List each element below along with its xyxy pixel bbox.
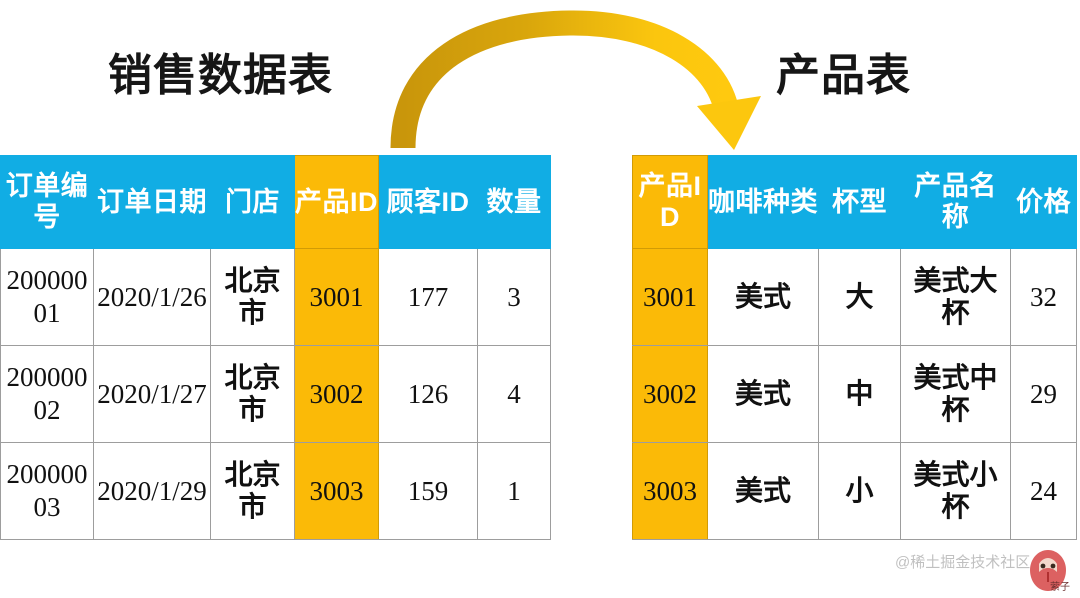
cell-order-no: 20000002 (0, 345, 94, 443)
cell-quantity: 3 (477, 248, 551, 346)
table-row: 3001 美式 大 美式大杯 32 (632, 248, 1077, 346)
col-header-order-no[interactable]: 订单编号 (0, 155, 94, 249)
col-header-order-date[interactable]: 订单日期 (93, 155, 211, 249)
col-header-price[interactable]: 价格 (1010, 155, 1077, 249)
cell-store: 北京市 (210, 442, 295, 540)
col-header-product-id[interactable]: 产品ID (632, 155, 708, 249)
cell-store: 北京市 (210, 248, 295, 346)
cell-coffee-type: 美式 (707, 345, 819, 443)
col-header-store[interactable]: 门店 (210, 155, 295, 249)
page-title-product-table: 产品表 (776, 51, 911, 100)
cell-customer-id: 177 (378, 248, 478, 346)
table-header-row: 产品ID 咖啡种类 杯型 产品名称 价格 (632, 155, 1077, 249)
cell-product-id: 3003 (294, 442, 379, 540)
cell-order-date: 2020/1/29 (93, 442, 211, 540)
page-title-sales-table: 销售数据表 (108, 51, 333, 100)
cell-quantity: 4 (477, 345, 551, 443)
cell-price: 29 (1010, 345, 1077, 443)
cell-product-name: 美式中杯 (900, 345, 1011, 443)
product-table: 产品ID 咖啡种类 杯型 产品名称 价格 3001 美式 大 美式大杯 32 3… (632, 155, 1077, 540)
col-header-product-id[interactable]: 产品ID (294, 155, 379, 249)
cell-product-name: 美式小杯 (900, 442, 1011, 540)
cell-coffee-type: 美式 (707, 442, 819, 540)
table-row: 3003 美式 小 美式小杯 24 (632, 442, 1077, 540)
table-header-row: 订单编号 订单日期 门店 产品ID 顾客ID 数量 (0, 155, 551, 249)
cell-store: 北京市 (210, 345, 295, 443)
watermark-text: @稀土掘金技术社区 (895, 554, 1031, 571)
table-row: 20000002 2020/1/27 北京市 3002 126 4 (0, 345, 551, 443)
cell-product-id: 3002 (632, 345, 708, 443)
table-row: 20000003 2020/1/29 北京市 3003 159 1 (0, 442, 551, 540)
cell-cup-size: 中 (818, 345, 901, 443)
watermark-logo-label: 萦子 (1050, 582, 1070, 593)
cell-price: 32 (1010, 248, 1077, 346)
table-row: 3002 美式 中 美式中杯 29 (632, 345, 1077, 443)
cell-order-date: 2020/1/27 (93, 345, 211, 443)
cell-product-name: 美式大杯 (900, 248, 1011, 346)
col-header-quantity[interactable]: 数量 (477, 155, 551, 249)
cell-customer-id: 126 (378, 345, 478, 443)
cell-order-no: 20000001 (0, 248, 94, 346)
cell-cup-size: 小 (818, 442, 901, 540)
cell-product-id: 3001 (294, 248, 379, 346)
table-row: 20000001 2020/1/26 北京市 3001 177 3 (0, 248, 551, 346)
col-header-customer-id[interactable]: 顾客ID (378, 155, 478, 249)
watermark: @稀土掘金技术社区 (895, 551, 1030, 572)
curved-join-arrow (385, 8, 785, 153)
cell-cup-size: 大 (818, 248, 901, 346)
cell-order-date: 2020/1/26 (93, 248, 211, 346)
cell-order-no: 20000003 (0, 442, 94, 540)
cell-product-id: 3002 (294, 345, 379, 443)
watermark-logo-icon (1027, 548, 1069, 593)
col-header-coffee-type[interactable]: 咖啡种类 (707, 155, 819, 249)
sales-data-table: 订单编号 订单日期 门店 产品ID 顾客ID 数量 20000001 2020/… (0, 155, 551, 540)
cell-price: 24 (1010, 442, 1077, 540)
cell-quantity: 1 (477, 442, 551, 540)
cell-product-id: 3001 (632, 248, 708, 346)
cell-coffee-type: 美式 (707, 248, 819, 346)
cell-product-id: 3003 (632, 442, 708, 540)
col-header-cup-size[interactable]: 杯型 (818, 155, 901, 249)
cell-customer-id: 159 (378, 442, 478, 540)
col-header-product-name[interactable]: 产品名称 (900, 155, 1011, 249)
